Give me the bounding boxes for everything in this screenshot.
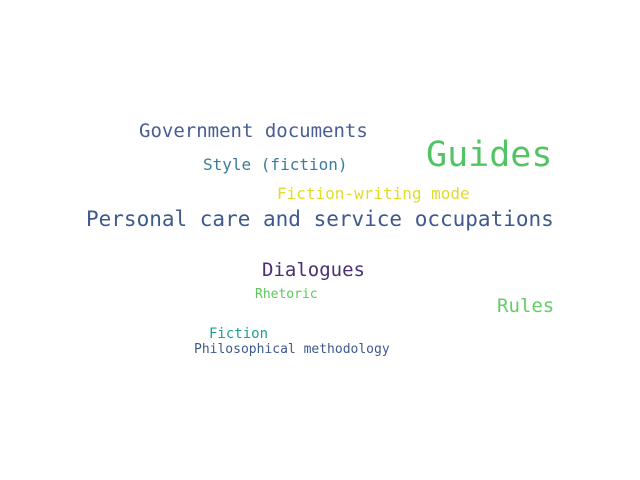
word-personal-care: Personal care and service occupations: [86, 207, 554, 231]
word-style-fiction: Style (fiction): [203, 155, 348, 174]
word-dialogues: Dialogues: [262, 259, 365, 281]
word-rhetoric: Rhetoric: [255, 287, 318, 302]
word-fiction: Fiction: [209, 326, 269, 342]
word-government-documents: Government documents: [139, 120, 368, 142]
word-fiction-writing-mode: Fiction-writing mode: [277, 184, 470, 203]
word-philosophical-methodology: Philosophical methodology: [194, 342, 390, 357]
word-guides: Guides: [426, 135, 553, 175]
word-rules: Rules: [497, 295, 555, 317]
